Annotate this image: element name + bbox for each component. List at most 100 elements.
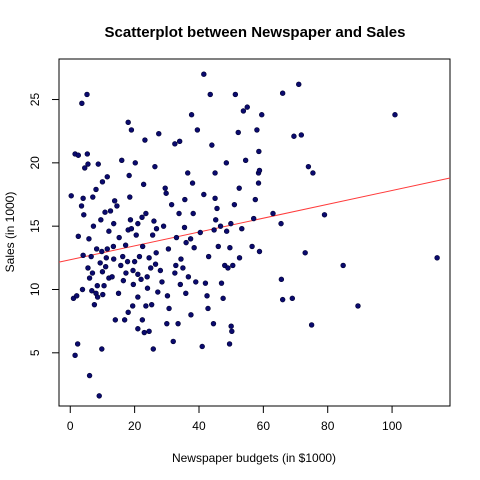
data-point xyxy=(81,212,87,218)
data-point xyxy=(165,246,172,252)
data-point xyxy=(191,244,197,251)
data-point xyxy=(102,263,109,270)
data-point xyxy=(119,157,125,164)
data-point xyxy=(223,160,230,166)
data-point xyxy=(73,293,80,299)
data-point xyxy=(236,185,242,191)
data-point xyxy=(207,91,213,98)
data-point xyxy=(256,148,262,155)
data-point xyxy=(128,226,135,232)
y-tick-label: 10 xyxy=(28,282,42,296)
data-point xyxy=(97,260,103,266)
data-point xyxy=(172,141,178,147)
data-point xyxy=(98,217,104,223)
data-point xyxy=(164,320,170,327)
data-point xyxy=(185,274,192,280)
data-point xyxy=(340,262,346,269)
data-point xyxy=(176,138,183,145)
data-point xyxy=(99,346,105,352)
data-point xyxy=(94,294,101,300)
data-point xyxy=(122,242,129,248)
data-point xyxy=(89,270,96,276)
data-point xyxy=(220,295,226,302)
data-point xyxy=(107,208,114,214)
data-point xyxy=(210,320,217,327)
data-point xyxy=(99,179,106,185)
data-point xyxy=(256,167,263,174)
data-point xyxy=(120,253,126,260)
data-point xyxy=(130,281,137,288)
x-tick-label: 60 xyxy=(257,419,271,433)
y-tick-label: 20 xyxy=(28,156,42,170)
data-point xyxy=(182,196,188,203)
data-point xyxy=(146,328,152,334)
data-point xyxy=(211,227,217,233)
y-tick-label: 25 xyxy=(28,93,42,107)
data-point xyxy=(84,151,91,157)
data-point xyxy=(124,258,131,265)
data-point xyxy=(199,343,205,350)
data-point xyxy=(151,218,157,224)
data-point xyxy=(152,261,159,267)
data-point xyxy=(72,352,78,359)
x-tick-label: 100 xyxy=(382,419,402,433)
data-point xyxy=(91,301,98,308)
data-point xyxy=(99,248,105,255)
data-point xyxy=(228,220,234,227)
data-point xyxy=(212,195,218,202)
data-point xyxy=(139,243,146,250)
y-axis: 5 10 15 20 25 xyxy=(28,93,59,356)
data-point xyxy=(135,294,141,300)
data-point xyxy=(86,372,93,379)
data-point xyxy=(111,220,117,227)
data-point xyxy=(172,270,178,276)
data-point xyxy=(85,265,91,271)
data-point xyxy=(178,256,184,262)
data-point xyxy=(121,317,128,323)
data-point xyxy=(144,274,150,280)
data-point xyxy=(103,255,110,261)
data-point xyxy=(175,320,181,327)
data-point xyxy=(218,280,225,286)
data-point xyxy=(205,253,212,260)
data-point xyxy=(270,210,276,217)
data-point xyxy=(126,172,132,179)
data-point xyxy=(157,267,164,274)
data-point xyxy=(148,265,154,271)
data-point xyxy=(118,262,124,269)
data-point xyxy=(291,133,297,139)
data-point xyxy=(86,236,92,242)
chart-title: Scatterplot between Newspaper and Sales xyxy=(105,24,406,41)
data-point xyxy=(128,127,135,133)
data-point xyxy=(181,224,188,231)
data-point xyxy=(111,198,118,204)
data-point xyxy=(133,232,139,238)
data-point xyxy=(82,165,88,171)
data-point xyxy=(102,209,108,215)
data-point xyxy=(116,234,122,241)
data-point xyxy=(278,220,284,227)
data-point xyxy=(168,201,175,208)
data-point xyxy=(202,280,209,286)
x-axis-label: Newspaper budgets (in $1000) xyxy=(172,451,336,465)
data-point xyxy=(231,201,238,208)
y-tick-label: 5 xyxy=(28,349,42,356)
data-point xyxy=(68,193,74,199)
data-point xyxy=(252,196,259,203)
data-point xyxy=(130,267,136,274)
data-point xyxy=(139,317,146,323)
data-point xyxy=(141,329,147,336)
plot-frame xyxy=(58,58,451,407)
data-point xyxy=(185,170,191,176)
data-point xyxy=(193,279,199,285)
data-point xyxy=(142,137,148,143)
data-point xyxy=(135,326,141,332)
data-point xyxy=(80,195,86,202)
data-point xyxy=(310,170,316,176)
x-axis: 0 20 40 60 80 100 xyxy=(67,406,402,433)
x-tick-label: 20 xyxy=(128,419,142,433)
data-point xyxy=(112,317,119,323)
data-point xyxy=(188,112,195,118)
